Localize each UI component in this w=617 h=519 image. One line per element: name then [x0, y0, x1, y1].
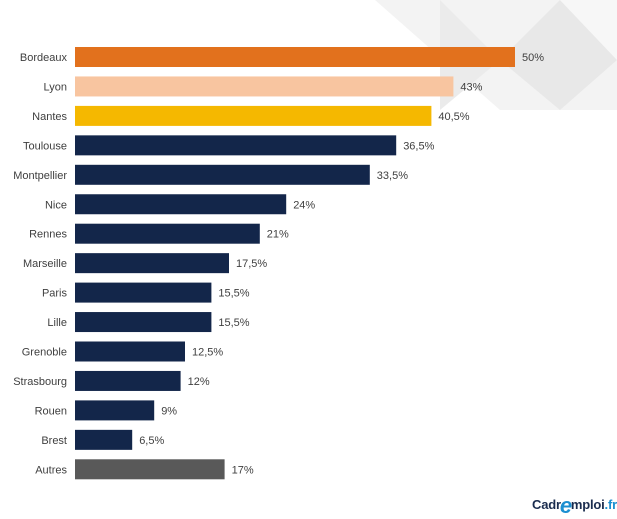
category-label: Autres: [35, 464, 67, 476]
bar: [75, 164, 370, 185]
data-label: 12,5%: [192, 347, 223, 359]
bar: [75, 282, 212, 303]
data-label: 9%: [161, 405, 177, 417]
data-label: 6,5%: [139, 435, 164, 447]
category-label: Toulouse: [23, 140, 67, 152]
bar: [75, 253, 229, 274]
category-label: Lyon: [44, 81, 67, 93]
category-label: Nantes: [32, 111, 67, 123]
bar: [75, 400, 155, 421]
bar: [75, 341, 185, 362]
bar: [75, 312, 212, 333]
category-label: Grenoble: [22, 347, 67, 359]
category-label: Rennes: [29, 229, 67, 241]
data-label: 33,5%: [377, 170, 408, 182]
data-label: 43%: [460, 81, 482, 93]
category-label: Brest: [41, 435, 67, 447]
bar: [75, 135, 397, 156]
category-label: Paris: [42, 288, 68, 300]
data-label: 21%: [267, 229, 289, 241]
bar: [75, 47, 515, 67]
bar: [75, 429, 133, 450]
logo-e-icon: e: [559, 493, 572, 518]
category-label: Montpellier: [13, 170, 67, 182]
category-label: Strasbourg: [13, 376, 67, 388]
data-label: 50%: [522, 52, 544, 64]
data-label: 36,5%: [403, 140, 434, 152]
data-label: 12%: [188, 376, 210, 388]
logo-tld: .fr: [604, 497, 617, 512]
bar: [75, 370, 181, 391]
data-label: 17,5%: [236, 258, 267, 270]
data-label: 15,5%: [218, 317, 249, 329]
data-label: 17%: [232, 464, 254, 476]
bar: [75, 459, 225, 480]
data-label: 40,5%: [438, 111, 469, 123]
logo-text-part2: mploi: [570, 497, 605, 512]
logo-text-part1: Cadr: [532, 497, 561, 512]
bar: [75, 76, 454, 97]
category-label: Rouen: [35, 405, 67, 417]
category-label: Lille: [47, 317, 67, 329]
category-label: Nice: [45, 199, 67, 211]
category-label: Bordeaux: [20, 52, 68, 64]
bar: [75, 105, 432, 126]
category-label: Marseille: [23, 258, 67, 270]
data-label: 15,5%: [218, 288, 249, 300]
data-label: 24%: [293, 199, 315, 211]
cadremploi-logo[interactable]: Cadremploi.fr: [532, 489, 617, 518]
bar: [75, 194, 287, 215]
bar: [75, 223, 260, 244]
